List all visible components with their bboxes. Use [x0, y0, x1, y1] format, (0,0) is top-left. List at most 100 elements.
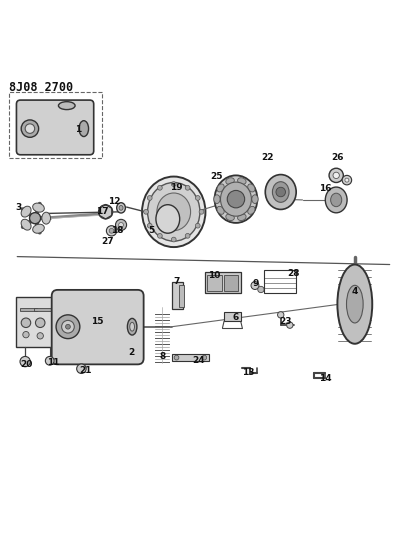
- Bar: [34, 308, 55, 311]
- Ellipse shape: [119, 206, 123, 210]
- Text: 18: 18: [111, 225, 123, 235]
- Circle shape: [196, 223, 200, 228]
- Ellipse shape: [338, 264, 372, 344]
- Circle shape: [77, 364, 86, 374]
- Ellipse shape: [252, 195, 258, 204]
- Bar: [224, 312, 241, 321]
- Text: 2: 2: [128, 349, 134, 357]
- Ellipse shape: [156, 205, 180, 233]
- Text: 21: 21: [79, 366, 92, 375]
- Circle shape: [185, 233, 190, 238]
- Text: 28: 28: [288, 269, 300, 278]
- Circle shape: [333, 172, 340, 179]
- Text: 8J08 2700: 8J08 2700: [9, 81, 73, 94]
- Circle shape: [202, 356, 207, 360]
- Circle shape: [158, 233, 162, 238]
- Text: 1: 1: [75, 125, 82, 134]
- Circle shape: [36, 318, 45, 327]
- Text: 13: 13: [241, 368, 254, 377]
- Text: 6: 6: [233, 313, 239, 322]
- Ellipse shape: [273, 182, 289, 203]
- Circle shape: [276, 187, 285, 197]
- Text: 8: 8: [160, 352, 166, 361]
- Text: 15: 15: [91, 317, 103, 326]
- Bar: [9, 92, 103, 158]
- Text: 10: 10: [208, 271, 221, 280]
- Ellipse shape: [130, 322, 134, 331]
- Bar: [172, 354, 209, 361]
- Text: 26: 26: [331, 153, 344, 162]
- Circle shape: [21, 120, 39, 138]
- Text: 11: 11: [47, 358, 60, 367]
- Ellipse shape: [226, 214, 234, 221]
- Circle shape: [144, 209, 148, 214]
- Ellipse shape: [33, 224, 44, 233]
- Ellipse shape: [237, 214, 246, 221]
- Text: 5: 5: [148, 225, 154, 235]
- Circle shape: [119, 222, 123, 227]
- Ellipse shape: [42, 212, 51, 224]
- Circle shape: [345, 178, 349, 182]
- FancyBboxPatch shape: [16, 100, 94, 155]
- Circle shape: [30, 213, 41, 224]
- Bar: [179, 285, 184, 307]
- Circle shape: [342, 175, 352, 185]
- Circle shape: [56, 315, 80, 338]
- Circle shape: [158, 185, 162, 190]
- Circle shape: [185, 185, 190, 190]
- Text: 25: 25: [210, 172, 222, 181]
- Ellipse shape: [346, 285, 363, 323]
- Circle shape: [25, 124, 35, 133]
- Ellipse shape: [142, 176, 205, 247]
- Circle shape: [171, 237, 176, 242]
- Ellipse shape: [157, 193, 191, 231]
- Ellipse shape: [248, 184, 255, 192]
- Bar: [20, 308, 37, 311]
- Circle shape: [21, 318, 31, 327]
- Circle shape: [258, 286, 264, 293]
- Ellipse shape: [325, 187, 347, 213]
- Ellipse shape: [148, 182, 200, 241]
- Text: 12: 12: [108, 197, 120, 206]
- Circle shape: [174, 356, 179, 360]
- Ellipse shape: [127, 318, 137, 335]
- Ellipse shape: [331, 193, 342, 207]
- Circle shape: [278, 312, 284, 318]
- Circle shape: [99, 205, 113, 219]
- Circle shape: [171, 182, 176, 187]
- Text: 4: 4: [352, 287, 358, 296]
- Circle shape: [115, 220, 126, 230]
- Ellipse shape: [117, 203, 125, 213]
- FancyBboxPatch shape: [52, 290, 144, 365]
- Text: 16: 16: [319, 183, 332, 192]
- Circle shape: [20, 357, 30, 367]
- Text: 17: 17: [96, 207, 109, 216]
- Circle shape: [251, 281, 259, 289]
- Ellipse shape: [248, 206, 255, 214]
- Text: 23: 23: [280, 317, 292, 326]
- Bar: [172, 282, 183, 309]
- Ellipse shape: [21, 206, 31, 217]
- Ellipse shape: [33, 203, 44, 212]
- Text: 14: 14: [319, 374, 332, 383]
- Ellipse shape: [58, 102, 75, 110]
- Text: 7: 7: [173, 277, 180, 286]
- Circle shape: [45, 357, 54, 365]
- Ellipse shape: [237, 177, 246, 184]
- Ellipse shape: [215, 175, 257, 223]
- Circle shape: [65, 325, 70, 329]
- Bar: [224, 275, 238, 291]
- Text: 9: 9: [253, 279, 259, 288]
- Text: 19: 19: [170, 183, 183, 192]
- Circle shape: [329, 168, 343, 182]
- Circle shape: [199, 209, 204, 214]
- Bar: [207, 275, 222, 291]
- Circle shape: [286, 322, 293, 328]
- Text: 3: 3: [15, 204, 21, 212]
- Ellipse shape: [226, 177, 234, 184]
- Circle shape: [147, 196, 152, 200]
- Bar: [16, 297, 61, 346]
- Text: 22: 22: [261, 153, 274, 162]
- Ellipse shape: [79, 120, 89, 136]
- Text: 24: 24: [192, 356, 205, 365]
